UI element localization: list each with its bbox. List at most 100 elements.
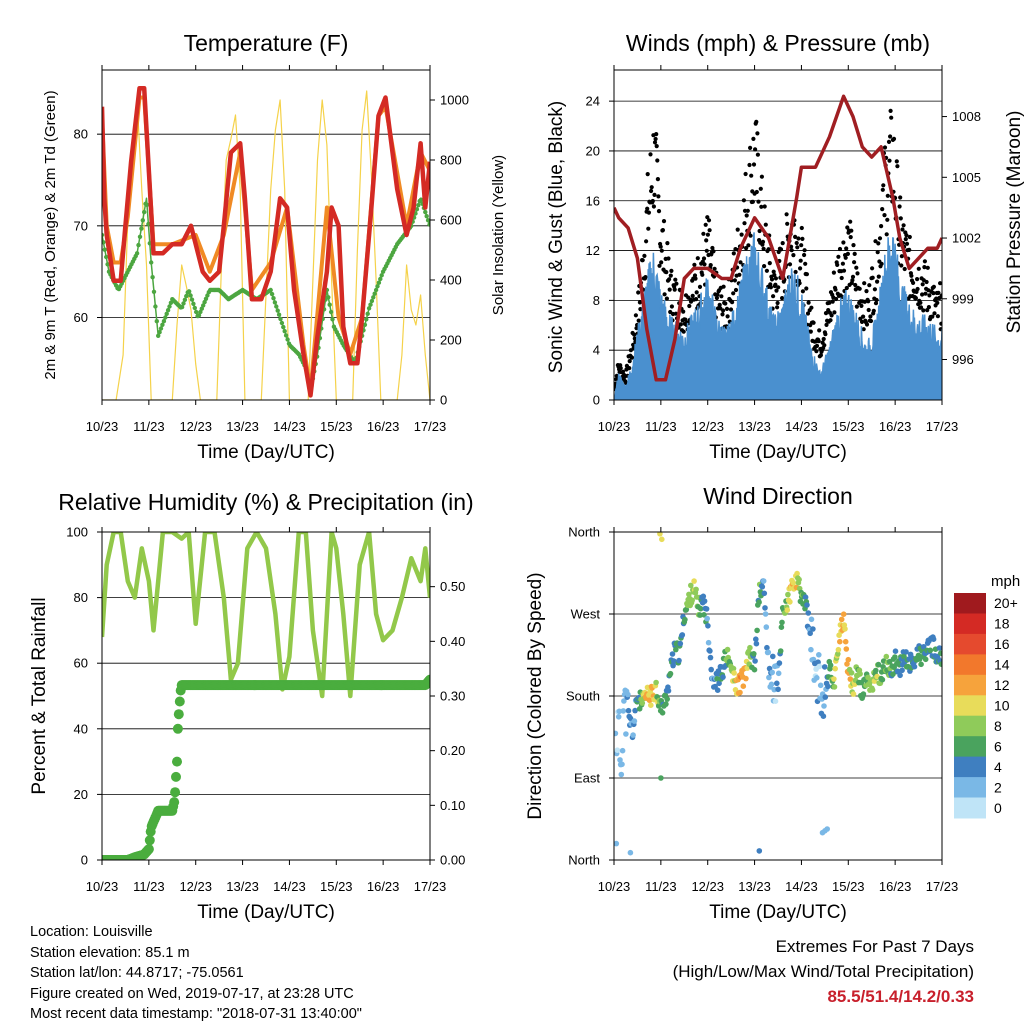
data-point	[614, 840, 620, 847]
data-point	[192, 305, 197, 311]
data-point	[800, 289, 806, 294]
data-point	[857, 671, 863, 677]
data-point	[637, 300, 643, 305]
data-point	[639, 700, 646, 706]
data-point	[771, 294, 776, 299]
data-point	[844, 285, 849, 291]
data-point	[833, 287, 838, 292]
data-point	[758, 186, 763, 191]
x-tick-label: 15/23	[320, 879, 353, 894]
data-point	[892, 654, 898, 660]
data-point	[766, 674, 772, 681]
data-point	[697, 605, 704, 612]
data-point	[888, 134, 893, 139]
data-point	[888, 108, 893, 113]
data-point	[907, 234, 912, 240]
data-point	[369, 298, 375, 304]
data-point	[136, 242, 141, 248]
data-point	[366, 306, 372, 311]
data-point	[892, 648, 899, 654]
data-point	[714, 687, 721, 693]
data-point	[807, 630, 813, 637]
data-point	[151, 289, 157, 294]
data-point	[827, 300, 832, 305]
data-point	[697, 284, 703, 289]
data-point	[659, 710, 666, 716]
data-point	[815, 659, 821, 665]
data-point	[738, 260, 743, 265]
data-point	[653, 136, 658, 142]
y2-tick-label: 600	[440, 213, 462, 228]
series-layer	[102, 532, 430, 860]
data-point	[677, 640, 684, 647]
data-point	[836, 254, 841, 259]
data-point	[625, 707, 632, 714]
data-point	[925, 265, 930, 270]
data-point	[720, 674, 726, 680]
data-point	[416, 203, 421, 208]
data-point	[668, 273, 673, 278]
data-point	[802, 594, 809, 600]
data-point	[932, 311, 937, 316]
data-point	[371, 295, 376, 300]
winds-y2label: Station Pressure (Maroon)	[1004, 111, 1024, 334]
colorbar-swatch	[954, 797, 986, 819]
y-tick-label: 20	[586, 143, 600, 158]
data-point	[169, 797, 180, 808]
data-point	[916, 266, 921, 271]
data-point	[203, 296, 209, 301]
data-point	[841, 240, 846, 245]
data-point	[704, 615, 710, 622]
data-point	[630, 732, 636, 738]
data-point	[708, 666, 714, 673]
data-point	[775, 305, 780, 310]
data-point	[645, 172, 650, 177]
data-point	[874, 297, 879, 303]
colorbar-label: 16	[994, 636, 1010, 652]
data-point	[897, 204, 902, 209]
y2-tick-label: 200	[440, 333, 462, 348]
x-tick-label: 13/23	[738, 879, 771, 894]
winds-frame	[613, 69, 943, 401]
data-point	[930, 636, 937, 642]
data-point	[853, 282, 858, 288]
y2-tick-label: 0.10	[440, 798, 465, 813]
data-point	[808, 646, 814, 653]
y2-tick-label: 0.40	[440, 634, 465, 649]
data-point	[831, 270, 837, 275]
temperature-ylabel: 2m & 9m T (Red, Orange) & 2m Td (Green)	[42, 90, 59, 379]
data-point	[837, 246, 843, 252]
x-tick-label: 17/23	[926, 879, 959, 894]
data-point	[743, 675, 749, 682]
data-point	[761, 246, 766, 251]
data-point	[167, 304, 172, 309]
y2-tick-label: 800	[440, 153, 462, 168]
y-tick-label: 12	[586, 243, 600, 258]
data-point	[655, 158, 660, 163]
data-point	[763, 624, 770, 630]
data-point	[820, 713, 827, 719]
colorbar-swatch	[954, 674, 986, 696]
data-point	[743, 171, 748, 177]
data-point	[757, 228, 762, 234]
data-point	[828, 318, 833, 323]
data-point	[742, 221, 747, 226]
data-point	[899, 667, 905, 674]
y2-tick-label: 1000	[440, 93, 469, 108]
data-point	[172, 723, 183, 734]
data-point	[678, 322, 684, 327]
data-point	[271, 296, 276, 301]
x-tick-label: 10/23	[598, 419, 631, 434]
data-point	[629, 355, 635, 360]
data-point	[804, 272, 810, 277]
data-point	[705, 215, 710, 220]
data-point	[423, 209, 428, 215]
data-point	[922, 656, 929, 663]
data-point	[666, 256, 671, 261]
data-point	[701, 598, 708, 604]
data-point	[827, 662, 834, 668]
data-point	[843, 646, 850, 652]
temperature-frame	[101, 69, 431, 401]
data-point	[153, 304, 158, 309]
data-point	[920, 282, 925, 287]
